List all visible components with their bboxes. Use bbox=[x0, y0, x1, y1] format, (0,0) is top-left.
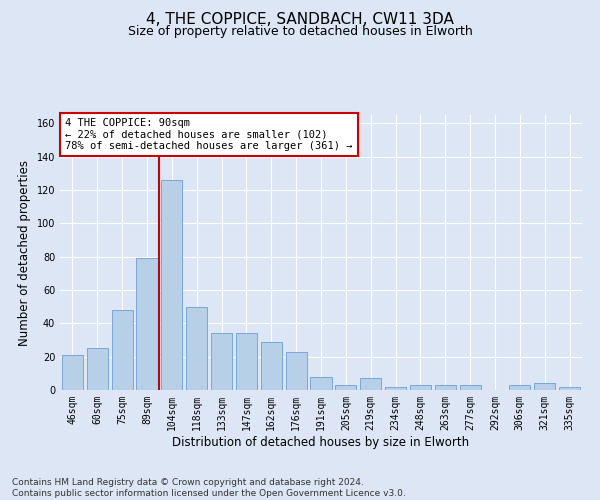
Bar bbox=[360, 378, 381, 390]
Bar bbox=[534, 384, 555, 390]
Bar bbox=[310, 376, 332, 390]
Bar bbox=[410, 385, 431, 390]
Bar bbox=[460, 385, 481, 390]
Bar bbox=[87, 348, 108, 390]
Bar bbox=[335, 385, 356, 390]
Bar bbox=[261, 342, 282, 390]
Bar bbox=[385, 386, 406, 390]
Text: Size of property relative to detached houses in Elworth: Size of property relative to detached ho… bbox=[128, 25, 472, 38]
Bar bbox=[136, 258, 158, 390]
Bar bbox=[62, 355, 83, 390]
Bar bbox=[211, 334, 232, 390]
Text: Distribution of detached houses by size in Elworth: Distribution of detached houses by size … bbox=[172, 436, 470, 449]
Bar bbox=[236, 334, 257, 390]
Text: 4 THE COPPICE: 90sqm
← 22% of detached houses are smaller (102)
78% of semi-deta: 4 THE COPPICE: 90sqm ← 22% of detached h… bbox=[65, 118, 353, 151]
Bar bbox=[186, 306, 207, 390]
Bar bbox=[112, 310, 133, 390]
Bar bbox=[286, 352, 307, 390]
Y-axis label: Number of detached properties: Number of detached properties bbox=[18, 160, 31, 346]
Text: Contains HM Land Registry data © Crown copyright and database right 2024.
Contai: Contains HM Land Registry data © Crown c… bbox=[12, 478, 406, 498]
Text: 4, THE COPPICE, SANDBACH, CW11 3DA: 4, THE COPPICE, SANDBACH, CW11 3DA bbox=[146, 12, 454, 28]
Bar bbox=[559, 386, 580, 390]
Bar bbox=[435, 385, 456, 390]
Bar bbox=[161, 180, 182, 390]
Bar bbox=[509, 385, 530, 390]
